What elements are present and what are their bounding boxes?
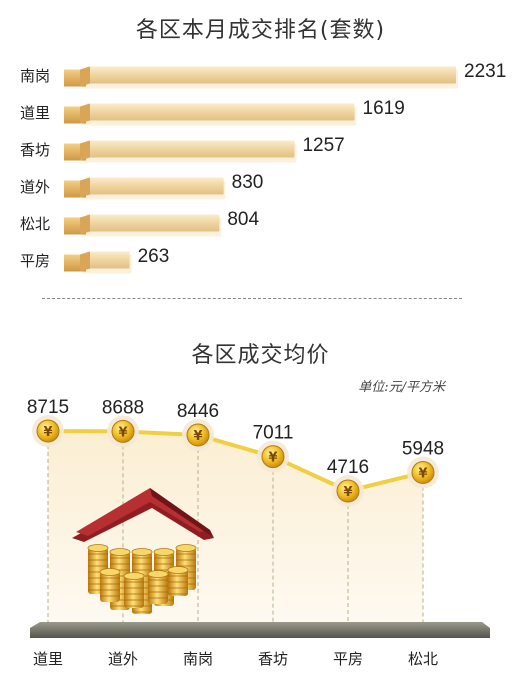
line-category-label: 道里 (33, 650, 63, 668)
bar-category-label: 道外 (20, 178, 50, 196)
bar-category-label: 南岗 (20, 67, 50, 85)
bar-category-label: 香坊 (20, 141, 50, 159)
bar-category-label: 道里 (20, 104, 50, 122)
ranking-chart-title: 各区本月成交排名(套数) (135, 18, 386, 43)
chart-base (30, 622, 490, 638)
bar-tab-icon (64, 177, 90, 198)
yen-coin-icon: ¥ (186, 423, 210, 447)
coin-house-icon (72, 488, 214, 614)
yen-coin-icon: ¥ (261, 445, 285, 469)
line-value-label: 8688 (102, 397, 144, 418)
price-chart-title: 各区成交均价 (191, 343, 330, 368)
bar (86, 251, 130, 269)
svg-text:¥: ¥ (268, 451, 277, 466)
bar (86, 140, 295, 158)
bar-value-label: 1619 (363, 98, 405, 119)
svg-text:¥: ¥ (418, 467, 427, 482)
svg-text:¥: ¥ (193, 429, 202, 444)
line-value-label: 4716 (327, 457, 369, 478)
unit-label: 单位:元/平方米 (358, 380, 445, 395)
bar-value-label: 804 (227, 209, 259, 230)
line-category-label: 道外 (108, 650, 138, 668)
line-category-label: 香坊 (258, 650, 288, 668)
line-value-label: 5948 (402, 439, 444, 460)
bar-value-label: 830 (232, 172, 264, 193)
line-category-label: 松北 (408, 650, 438, 668)
bar-tab-icon (64, 66, 90, 87)
yen-coin-icon: ¥ (111, 419, 135, 443)
bar-value-label: 2231 (464, 61, 506, 82)
bar-tab-icon (64, 214, 90, 235)
line-category-label: 平房 (333, 650, 363, 668)
bar-tab-icon (64, 103, 90, 124)
bar (86, 103, 355, 121)
bar-value-label: 263 (138, 246, 170, 267)
yen-coin-icon: ¥ (336, 479, 360, 503)
yen-coin-icon: ¥ (411, 461, 435, 485)
bar-category-label: 松北 (20, 215, 50, 233)
bar-category-label: 平房 (20, 252, 50, 270)
svg-text:¥: ¥ (43, 425, 52, 440)
svg-text:¥: ¥ (118, 425, 127, 440)
bar (86, 177, 224, 195)
line-value-label: 8715 (27, 397, 69, 418)
line-value-label: 7011 (253, 423, 294, 444)
bar-tab-icon (64, 140, 90, 161)
yen-coin-icon: ¥ (36, 419, 60, 443)
bar-value-label: 1257 (302, 135, 344, 156)
bar (86, 66, 456, 84)
svg-text:¥: ¥ (343, 485, 352, 500)
bar-tab-icon (64, 251, 90, 272)
section-divider (42, 298, 462, 299)
line-category-label: 南岗 (183, 650, 213, 668)
bar (86, 214, 220, 232)
line-value-label: 8446 (177, 401, 219, 422)
